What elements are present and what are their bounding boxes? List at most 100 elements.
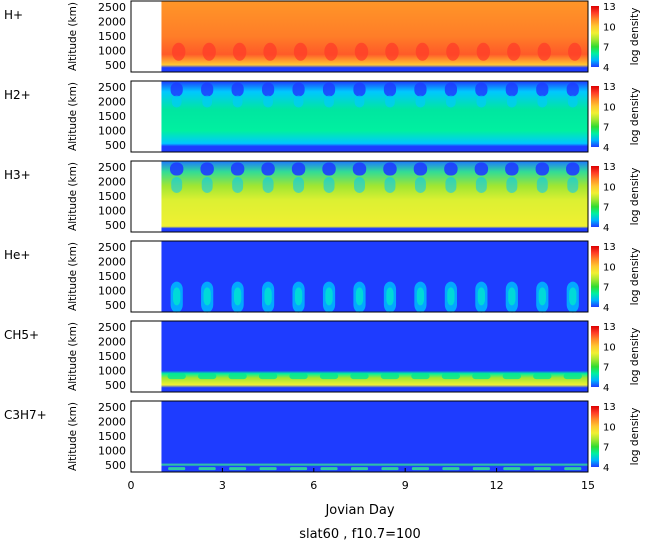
species-label: CH5+: [4, 328, 39, 342]
density-field: [161, 241, 588, 312]
plot-frame: [130, 240, 589, 313]
density-field: [161, 81, 588, 152]
x-tick-label: 0: [128, 479, 135, 492]
colorbar-tick-label: 10: [603, 182, 616, 193]
y-tick-label: 2500: [98, 241, 126, 254]
y-tick-label: 1500: [98, 430, 126, 443]
y-tick-label: 500: [105, 139, 126, 152]
density-field: [161, 321, 588, 392]
colorbar-label: log density: [629, 168, 641, 226]
x-axis: 0 3 6 9 12 15: [128, 468, 595, 492]
colorbar: [591, 86, 599, 147]
colorbar-tick-label: 10: [603, 262, 616, 273]
x-tick-label: 9: [402, 479, 409, 492]
colorbar-tick-label: 7: [603, 363, 609, 374]
diurnal-features: [170, 82, 579, 108]
colorbar-tick-label: 10: [603, 422, 616, 433]
colorbar-tick-label: 7: [603, 283, 609, 294]
colorbar-tick-label: 7: [603, 123, 609, 134]
plot-frame: [130, 400, 589, 473]
colorbar-label: log density: [629, 248, 641, 306]
colorbar-tick-label: 4: [603, 223, 609, 234]
colorbar-tick-label: 13: [603, 242, 616, 253]
y-tick-label: 1000: [98, 124, 126, 137]
density-field: [161, 161, 588, 232]
colorbar-label: log density: [629, 8, 641, 66]
density-field: [161, 401, 588, 472]
species-label: C3H7+: [4, 408, 47, 422]
colorbar-label: log density: [629, 88, 641, 146]
plot-frame: [130, 80, 589, 153]
y-tick-label: 2000: [98, 15, 126, 28]
y-tick-label: 2500: [98, 161, 126, 174]
colorbar-tick-label: 10: [603, 102, 616, 113]
y-tick-label: 2000: [98, 415, 126, 428]
y-tick-label: 1500: [98, 30, 126, 43]
y-tick-label: 500: [105, 299, 126, 312]
diurnal-features: [169, 162, 580, 193]
y-tick-label: 500: [105, 459, 126, 472]
y-axis-label: Altitude (km): [67, 82, 79, 151]
y-tick-label: 1500: [98, 270, 126, 283]
colorbar-tick-label: 10: [603, 342, 616, 353]
y-tick-label: 2000: [98, 255, 126, 268]
y-axis-label: Altitude (km): [67, 2, 79, 71]
y-tick-label: 2500: [98, 1, 126, 14]
colorbar-tick-label: 13: [603, 2, 616, 13]
species-label: He+: [4, 248, 30, 262]
x-tick-label: 12: [490, 479, 504, 492]
y-tick-label: 500: [105, 219, 126, 232]
colorbar: [591, 246, 599, 307]
y-tick-label: 1000: [98, 444, 126, 457]
y-tick-label: 1000: [98, 204, 126, 217]
species-label: H3+: [4, 168, 31, 182]
y-tick-label: 1000: [98, 284, 126, 297]
y-axis-label: Altitude (km): [67, 242, 79, 311]
y-axis-label: Altitude (km): [67, 322, 79, 391]
colorbar: [591, 406, 599, 467]
colorbar: [591, 166, 599, 227]
plot-frame: [130, 160, 589, 233]
y-tick-label: 2500: [98, 81, 126, 94]
colorbar: [591, 326, 599, 387]
colorbar-label: log density: [629, 328, 641, 386]
colorbar-tick-label: 13: [603, 402, 616, 413]
y-tick-label: 500: [105, 379, 126, 392]
colorbar-tick-label: 7: [603, 443, 609, 454]
y-tick-label: 2000: [98, 175, 126, 188]
diurnal-features: [170, 281, 579, 313]
colorbar-tick-label: 4: [603, 63, 609, 74]
plot-frame: [130, 320, 589, 393]
y-tick-label: 1500: [98, 350, 126, 363]
diurnal-features: [168, 467, 582, 471]
x-tick-label: 3: [219, 479, 226, 492]
x-axis-label: Jovian Day: [324, 503, 394, 518]
y-tick-label: 1500: [98, 190, 126, 203]
colorbar-tick-label: 13: [603, 322, 616, 333]
colorbar-tick-label: 4: [603, 463, 609, 474]
x-tick-label: 15: [581, 479, 595, 492]
y-tick-label: 500: [105, 59, 126, 72]
plot-frame: [130, 0, 589, 73]
colorbar-label: log density: [629, 408, 641, 466]
colorbar-tick-label: 4: [603, 143, 609, 154]
chart-title: slat60 , f10.7=100: [299, 527, 421, 542]
y-axis-label: Altitude (km): [67, 162, 79, 231]
colorbar-tick-label: 7: [603, 43, 609, 54]
density-field: [161, 1, 588, 72]
colorbar-tick-label: 7: [603, 203, 609, 214]
y-tick-label: 1500: [98, 110, 126, 123]
colorbar-tick-label: 13: [603, 82, 616, 93]
diurnal-features: [167, 373, 582, 380]
y-tick-label: 2500: [98, 401, 126, 414]
y-tick-label: 2000: [98, 335, 126, 348]
x-tick-label: 6: [310, 479, 317, 492]
y-axis-label: Altitude (km): [67, 402, 79, 471]
colorbar: [591, 6, 599, 67]
panels: H+ Altitude (km) 5001000150020002500471013…: [4, 0, 641, 474]
